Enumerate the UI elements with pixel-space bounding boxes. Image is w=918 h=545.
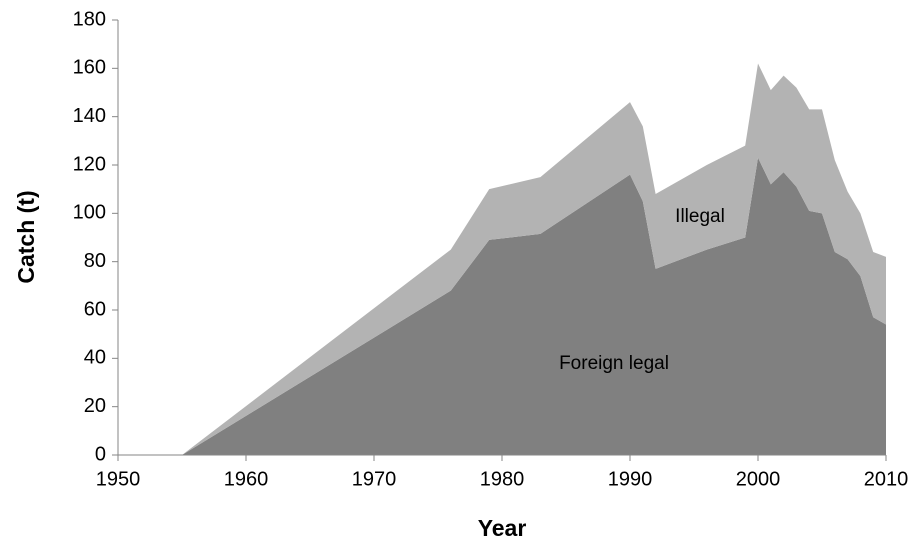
y-tick-label: 60: [84, 298, 106, 320]
y-tick-label: 80: [84, 250, 106, 272]
y-tick-label: 160: [73, 57, 106, 79]
y-tick-label: 20: [84, 395, 106, 417]
x-tick-label: 1980: [480, 468, 525, 490]
x-tick-label: 1950: [96, 468, 141, 490]
x-tick-label: 1990: [608, 468, 653, 490]
y-axis-title: Catch (t): [13, 190, 39, 283]
x-tick-label: 1960: [224, 468, 269, 490]
y-tick-label: 100: [73, 202, 106, 224]
x-tick-label: 2000: [736, 468, 781, 490]
x-axis-title: Year: [478, 515, 527, 541]
x-tick-label: 2010: [864, 468, 909, 490]
x-tick-label: 1970: [352, 468, 397, 490]
area: [118, 157, 886, 455]
series-label: Foreign legal: [559, 353, 669, 374]
y-tick-label: 140: [73, 105, 106, 127]
y-tick-label: 120: [73, 153, 106, 175]
y-tick-label: 180: [73, 8, 106, 30]
series-label: Illegal: [675, 206, 725, 227]
y-tick-label: 0: [95, 443, 106, 465]
y-tick-label: 40: [84, 347, 106, 369]
